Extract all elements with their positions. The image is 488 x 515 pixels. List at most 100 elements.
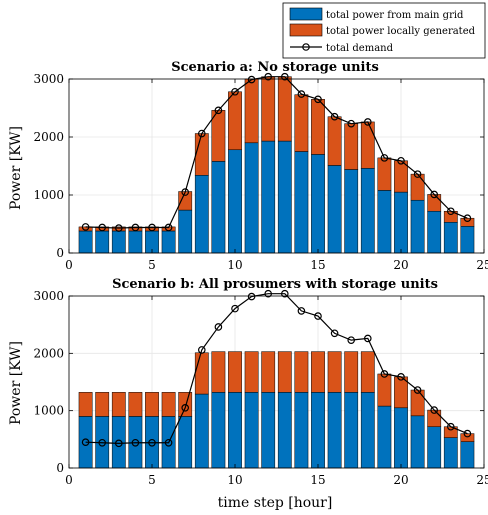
demand-polyline bbox=[85, 293, 468, 444]
bar-grid bbox=[344, 169, 359, 254]
bar-grid bbox=[178, 416, 193, 469]
demand-point bbox=[214, 106, 223, 115]
bar-grid bbox=[161, 230, 176, 254]
demand-point bbox=[380, 370, 389, 378]
bar-local bbox=[460, 217, 475, 227]
bar-local bbox=[211, 110, 226, 162]
bar-grid bbox=[244, 142, 259, 254]
bar-grid bbox=[194, 175, 209, 254]
bar-local bbox=[294, 94, 309, 152]
demand-point bbox=[264, 72, 273, 81]
bar-local bbox=[427, 409, 442, 427]
bar-grid bbox=[211, 161, 226, 254]
legend: total power from main grid total power l… bbox=[282, 2, 486, 59]
demand-point bbox=[198, 346, 206, 354]
bar-grid bbox=[277, 392, 292, 469]
bar-local bbox=[410, 389, 425, 417]
bar-local bbox=[327, 351, 342, 393]
demand-point bbox=[231, 87, 239, 96]
bar-local bbox=[95, 392, 110, 417]
bar-local bbox=[261, 76, 276, 142]
bar-local bbox=[460, 433, 475, 442]
bar-grid bbox=[261, 392, 276, 469]
demand-point bbox=[430, 190, 439, 199]
demand-point bbox=[98, 438, 107, 447]
legend-label-demand: total demand bbox=[326, 43, 394, 54]
bar-grid bbox=[360, 168, 375, 254]
bars bbox=[78, 351, 475, 469]
bar-local bbox=[145, 392, 159, 417]
bar-grid bbox=[95, 230, 110, 254]
bar-local bbox=[244, 78, 259, 144]
bar-local bbox=[211, 351, 226, 393]
bar-grid bbox=[427, 210, 442, 254]
demand-point bbox=[280, 289, 289, 298]
demand-point bbox=[363, 334, 372, 343]
demand-polyline bbox=[85, 76, 468, 229]
bar-grid bbox=[311, 392, 325, 469]
demand-point bbox=[81, 223, 90, 231]
x-tick-label: 20 bbox=[393, 473, 408, 487]
x-axis-label: time step [hour] bbox=[218, 495, 333, 511]
demand-point bbox=[214, 323, 223, 331]
demand-point bbox=[247, 75, 256, 84]
legend-label-grid: total power from main grid bbox=[326, 10, 464, 21]
bar-grid bbox=[410, 415, 425, 469]
demand-point bbox=[231, 304, 239, 313]
demand-point bbox=[347, 119, 356, 128]
x-tick-label: 15 bbox=[310, 473, 325, 487]
demand-point bbox=[314, 312, 322, 320]
x-tick-label: 20 bbox=[393, 258, 408, 272]
bar-local bbox=[228, 351, 242, 393]
legend-swatch-local bbox=[289, 23, 323, 37]
bar-local bbox=[394, 376, 408, 409]
bar-grid bbox=[228, 149, 242, 254]
x-tick-label: 15 bbox=[310, 258, 325, 272]
demand-point bbox=[148, 223, 156, 232]
demand-point bbox=[446, 207, 455, 216]
demand-point bbox=[81, 438, 90, 447]
bar-local bbox=[360, 351, 375, 393]
x-tick-label: 25 bbox=[476, 473, 488, 487]
bar-grid bbox=[360, 392, 375, 469]
y-tick-label: 1000 bbox=[33, 404, 64, 418]
bar-grid bbox=[394, 407, 408, 469]
bar-local bbox=[244, 351, 259, 393]
demand-point bbox=[264, 289, 273, 298]
bar-local bbox=[311, 351, 325, 393]
bar-local bbox=[311, 99, 325, 155]
bar-local bbox=[427, 194, 442, 212]
axes-frame bbox=[68, 78, 485, 254]
demand-point bbox=[413, 386, 422, 394]
bar-grid bbox=[228, 392, 242, 469]
chart-panel-a: Scenario a: No storage units 0 5 10 15 20 250… bbox=[8, 60, 488, 272]
axes: 0 5 10 15 20 25 0 1000 2000 3000 bbox=[33, 72, 488, 272]
y-tick-label: 0 bbox=[56, 246, 64, 260]
demand-point bbox=[247, 292, 256, 301]
bar-grid bbox=[244, 392, 259, 469]
y-tick-label: 0 bbox=[56, 461, 64, 475]
demand-point bbox=[363, 118, 372, 126]
bar-grid bbox=[427, 426, 442, 469]
bars bbox=[78, 76, 475, 254]
demand-point bbox=[131, 223, 140, 232]
legend-label-local: total power locally generated bbox=[326, 26, 476, 37]
demand-point bbox=[397, 373, 405, 381]
demand-point bbox=[181, 403, 190, 412]
demand-point bbox=[314, 95, 322, 104]
x-tick-label: 0 bbox=[65, 258, 73, 272]
legend-marker-demand bbox=[302, 43, 310, 51]
bar-local bbox=[377, 157, 392, 191]
bar-local bbox=[78, 392, 93, 417]
bar-local bbox=[161, 392, 176, 417]
demand-point bbox=[98, 223, 107, 232]
bar-grid bbox=[128, 230, 143, 254]
demand-point bbox=[198, 129, 206, 138]
bar-local bbox=[344, 123, 359, 170]
demand-point bbox=[297, 307, 306, 315]
bar-local bbox=[194, 133, 209, 176]
demand-point bbox=[297, 90, 306, 98]
demand-point bbox=[115, 439, 123, 448]
bar-grid bbox=[327, 165, 342, 254]
